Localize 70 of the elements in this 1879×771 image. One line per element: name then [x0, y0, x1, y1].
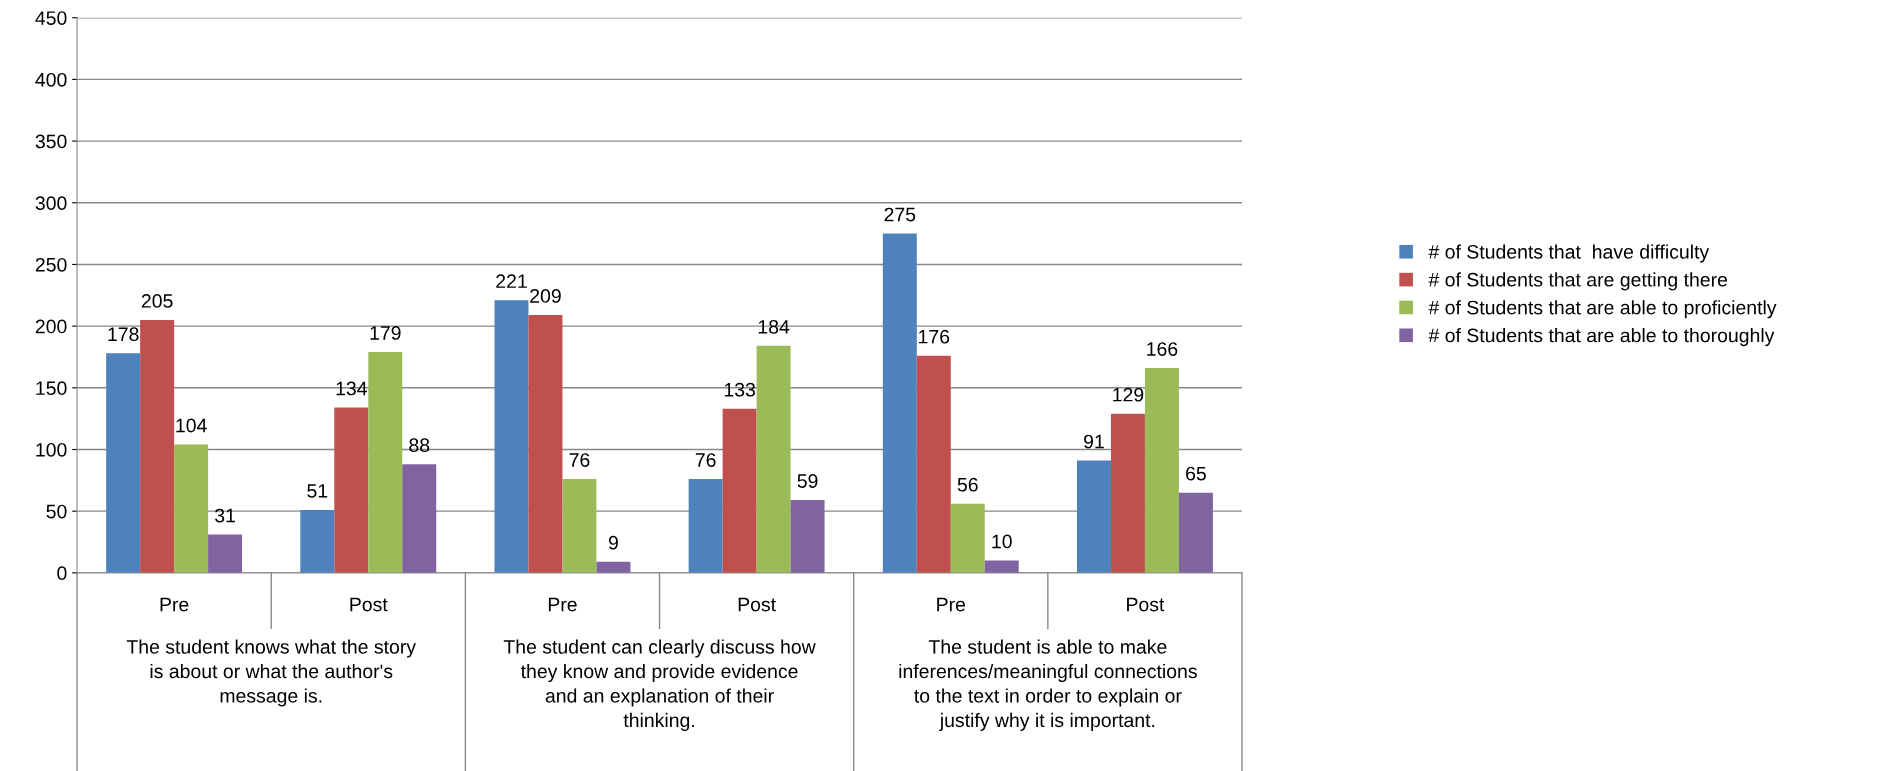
x-tick-label: Pre: [160, 597, 189, 612]
legend-label: # of Students that have difficulty: [1428, 244, 1710, 263]
bar: [368, 352, 403, 573]
bar: [1144, 368, 1179, 573]
data-label: 176: [919, 329, 950, 344]
bar: [916, 355, 951, 573]
data-label: 59: [797, 474, 818, 488]
y-tick-label: 350: [35, 134, 67, 149]
data-label: 104: [176, 418, 207, 433]
bar: [174, 444, 209, 573]
bar: [528, 315, 563, 573]
legend-label: # of Students that are able to thoroughly: [1428, 328, 1775, 347]
data-label: 65: [1186, 466, 1206, 481]
bar: [950, 503, 985, 573]
data-label: 88: [409, 438, 430, 453]
bar: [596, 561, 631, 573]
data-label: 134: [336, 381, 367, 396]
bar: [402, 464, 437, 573]
bar: [1110, 413, 1145, 573]
data-label: 51: [307, 484, 328, 498]
y-tick-label: 450: [35, 11, 67, 25]
bar: [106, 353, 141, 573]
y-tick-label: 200: [35, 319, 67, 334]
y-tick-label: 300: [35, 196, 67, 211]
bar: [562, 479, 597, 573]
bar: [790, 500, 825, 573]
legend-label: # of Students that are getting there: [1428, 272, 1728, 291]
bar: [1178, 492, 1213, 573]
bar: [756, 345, 791, 573]
bar: [1076, 460, 1111, 573]
x-tick-label: Post: [350, 597, 388, 612]
bar: [494, 300, 529, 573]
bar: [334, 407, 369, 573]
data-label: 275: [884, 207, 916, 222]
legend-label: # of Students that are able to proficiently: [1428, 300, 1777, 319]
x-tick-label: Pre: [548, 597, 577, 612]
text: The student knows what the story is about or what the author's message is.: [126, 639, 416, 707]
bar: [208, 534, 243, 573]
data-label: 10: [992, 534, 1012, 549]
text: The student is able to make inferences/meaningful connections to the text in order to explain or justify why it is important.: [899, 639, 1197, 731]
data-label: 209: [530, 289, 561, 303]
bar: [300, 509, 335, 573]
x-tick-label: Post: [1127, 597, 1165, 612]
y-tick-label: 250: [35, 257, 67, 272]
y-tick-label: 0: [57, 566, 67, 581]
bar: [882, 233, 917, 573]
text: The student can clearly discuss how they know and provide evidence and an explanation of their thinking.: [503, 639, 816, 731]
data-label: 205: [141, 294, 173, 308]
data-label: 178: [108, 327, 139, 342]
data-label: 56: [957, 477, 978, 492]
data-label: 129: [1113, 387, 1144, 402]
data-label: 221: [496, 274, 527, 288]
y-tick-label: 50: [46, 504, 67, 519]
data-label: 184: [758, 319, 790, 334]
bar: [688, 479, 723, 573]
y-tick-label: 100: [36, 442, 67, 457]
y-tick-label: 400: [35, 72, 67, 87]
bar: [140, 319, 175, 573]
data-label: 179: [370, 326, 401, 340]
data-label: 91: [1084, 434, 1104, 449]
y-tick-label: 150: [36, 381, 67, 396]
x-tick-label: Post: [738, 597, 776, 612]
data-label: 133: [724, 382, 755, 397]
data-label: 76: [695, 453, 716, 467]
data-label: 9: [608, 535, 618, 550]
data-label: 76: [569, 453, 590, 467]
bar: [722, 408, 757, 573]
x-tick-label: Pre: [937, 597, 966, 612]
data-label: 166: [1147, 342, 1178, 356]
data-label: 31: [215, 508, 235, 523]
